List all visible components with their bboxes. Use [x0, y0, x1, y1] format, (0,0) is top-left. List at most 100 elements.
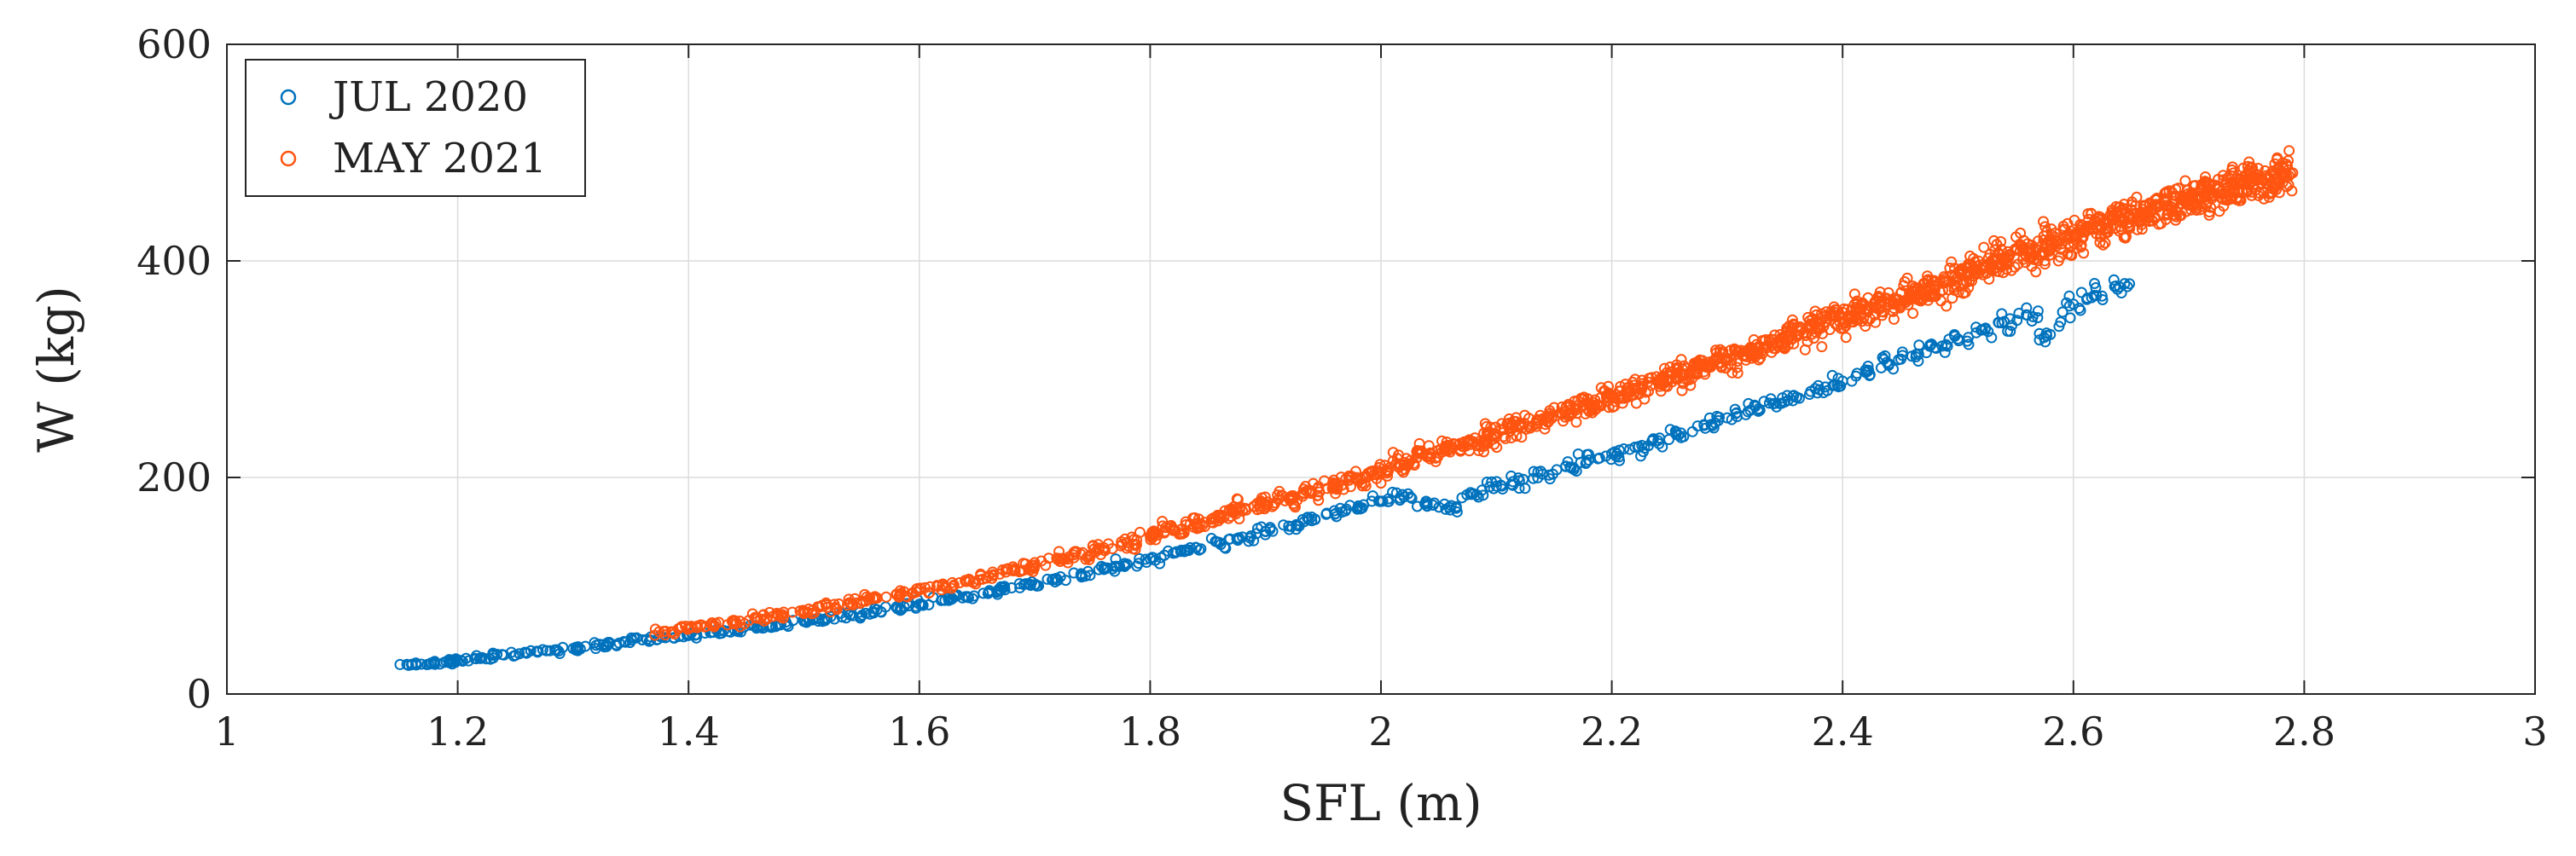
scatter-point-cloud: [519, 646, 531, 658]
scatter-point-cloud: [1053, 553, 1065, 565]
scatter-point-cloud: [1503, 413, 1515, 425]
scatter-point-cloud: [1059, 575, 1071, 587]
scatter-point-cloud: [1192, 518, 1204, 529]
scatter-point-cloud: [924, 581, 936, 593]
scatter-point-cloud: [1087, 541, 1099, 552]
scatter-point-cloud: [1743, 397, 1755, 409]
scatter-point-cloud: [2119, 278, 2131, 290]
scatter-point-cloud: [2161, 204, 2173, 216]
scatter-point-cloud: [1978, 241, 1990, 253]
scatter-point-cloud: [1681, 374, 1693, 386]
scatter-point-cloud: [1551, 464, 1563, 476]
scatter-point-cloud: [1870, 316, 1882, 328]
scatter-point-cloud: [1875, 297, 1887, 309]
scatter-point-cloud: [1297, 488, 1308, 500]
scatter-point-cloud: [1907, 307, 1919, 319]
scatter-point-cloud: [828, 599, 840, 610]
scatter-point-cloud: [2055, 316, 2067, 328]
scatter-point-cloud: [1786, 314, 1798, 326]
scatter-point-cloud: [2121, 281, 2133, 292]
scatter-point-cloud: [978, 587, 989, 599]
scatter-point-cloud: [1527, 472, 1539, 484]
y-tick-label: 600: [136, 21, 212, 67]
scatter-point-cloud: [1900, 294, 1912, 306]
scatter-point-cloud: [1627, 376, 1639, 388]
scatter-point-cloud: [2088, 290, 2100, 302]
scatter-point-cloud: [2063, 300, 2075, 312]
scatter-point-cloud: [857, 595, 869, 607]
x-tick-label: 1.2: [426, 709, 489, 755]
scatter-point-cloud: [1355, 474, 1367, 486]
scatter-point-cloud: [2097, 239, 2109, 251]
scatter-point-cloud: [1803, 389, 1815, 401]
scatter-point-cloud: [1923, 340, 1935, 352]
scatter-point-cloud: [1995, 261, 2007, 273]
scatter-point-cloud: [1285, 521, 1297, 533]
scatter-point-cloud: [1753, 354, 1765, 366]
scatter-point-cloud: [1465, 438, 1477, 450]
scatter-point-cloud: [1183, 545, 1195, 557]
scatter-point-cloud: [446, 654, 458, 666]
scatter-point-cloud: [1895, 353, 1907, 365]
scatter-point-cloud: [1855, 303, 1867, 315]
scatter-point-cloud: [496, 649, 508, 661]
scatter-point-cloud: [2173, 182, 2184, 194]
scatter-point-cloud: [1941, 340, 1953, 352]
scatter-point-cloud: [1896, 346, 1908, 358]
scatter-point-cloud: [1311, 490, 1323, 502]
scatter-point-cloud: [2032, 312, 2044, 324]
x-tick-label: 2.2: [1581, 709, 1643, 755]
scatter-point-cloud: [1952, 286, 1964, 298]
scatter-point-cloud: [1076, 568, 1088, 580]
scatter-point-cloud: [954, 576, 966, 588]
scatter-point-cloud: [1134, 526, 1146, 538]
scatter-point-cloud: [722, 619, 734, 631]
scatter-point-cloud: [1366, 495, 1378, 507]
scatter-point-cloud: [1031, 580, 1043, 592]
scatter-point-cloud: [649, 623, 661, 635]
scatter-point-cloud: [1218, 511, 1230, 523]
scatter-point-cloud: [1337, 483, 1349, 495]
scatter-point-cloud: [1510, 412, 1522, 424]
scatter-point-cloud: [1465, 489, 1477, 500]
x-axis-title: SFL (m): [1279, 774, 1482, 832]
scatter-point-cloud: [1715, 360, 1727, 372]
scatter-point-cloud: [1788, 319, 1800, 331]
scatter-point-cloud: [765, 622, 777, 633]
scatter-point-cloud: [2245, 186, 2257, 198]
scatter-point-cloud: [1486, 476, 1498, 488]
scatter-point-cloud: [1233, 532, 1244, 544]
series-may-2021-points: [649, 145, 2299, 641]
scatter-point-cloud: [1771, 401, 1783, 413]
scatter-point-cloud: [2099, 237, 2111, 249]
scatter-point-cloud: [972, 574, 984, 586]
scatter-point-cloud: [2001, 258, 2013, 270]
scatter-point-cloud: [1118, 558, 1130, 570]
x-tick-label: 2: [1368, 709, 1393, 755]
legend-marker-jul-2020: [280, 89, 297, 106]
scatter-point-cloud: [1297, 513, 1308, 525]
scatter-point-cloud: [423, 658, 435, 670]
x-tick-label: 2.6: [2042, 709, 2104, 755]
scatter-point-cloud: [2267, 182, 2279, 194]
scatter-point-cloud: [2037, 246, 2049, 258]
scatter-point-cloud: [2052, 255, 2064, 267]
scatter-point-cloud: [844, 597, 856, 609]
x-tick-label: 1: [214, 709, 239, 755]
scatter-point-cloud: [2248, 165, 2260, 177]
scatter-point-cloud: [1233, 512, 1245, 524]
scatter-point-cloud: [450, 654, 461, 666]
scatter-point-cloud: [1207, 512, 1219, 524]
scatter-point-cloud: [1506, 432, 1517, 444]
scatter-point-cloud: [1963, 281, 1975, 293]
scatter-point-cloud: [2064, 312, 2076, 324]
scatter-point-cloud: [1943, 333, 1955, 345]
scatter-point-cloud: [1024, 578, 1036, 590]
scatter-point-cloud: [1859, 321, 1871, 333]
scatter-point-cloud: [1118, 560, 1130, 572]
scatter-point-cloud: [1157, 515, 1169, 527]
scatter-point-cloud: [962, 592, 974, 604]
scatter-point-cloud: [1159, 525, 1171, 537]
scatter-point-cloud: [401, 658, 413, 670]
scatter-point-cloud: [1873, 292, 1885, 304]
